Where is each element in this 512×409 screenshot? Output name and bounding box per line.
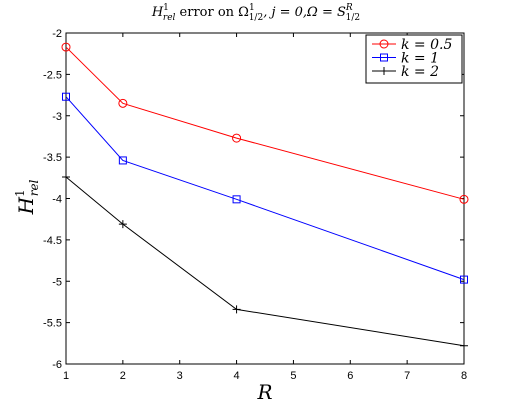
data-point (232, 133, 242, 143)
data-point (62, 172, 70, 181)
legend-label: k = 2 (401, 64, 439, 80)
legend-swatch-marker (380, 67, 388, 75)
legend-swatch-marker (380, 53, 388, 62)
series-3 (62, 172, 468, 350)
y-tick-label: -3 (52, 111, 62, 123)
legend: k = 0.5k = 1k = 2 (365, 34, 463, 84)
x-tick-label: 4 (234, 370, 240, 382)
y-tick-label: -6 (52, 359, 62, 371)
data-point (460, 341, 468, 350)
y-tick-label: -5.5 (43, 318, 62, 330)
x-tick-label: 6 (347, 370, 353, 382)
chart-title: H1 rel error on Ω1 1/2, j = 0,Ω = SR 1/2 (151, 3, 360, 23)
title-omega-sup: 1 (249, 3, 255, 13)
series-layer (61, 42, 469, 350)
data-point (118, 98, 128, 108)
data-point (460, 275, 468, 284)
y-axis: -2 -2.5 -3 -3.5 -4 -4.5 -5 -5.5 -6 (43, 28, 464, 371)
legend-swatch-marker (379, 39, 389, 49)
title-main-sup: 1 (163, 3, 169, 13)
title-tail: , j = 0,Ω = S (263, 5, 346, 20)
y-tick-label: -2 (52, 28, 62, 40)
x-tick-label: 3 (177, 370, 183, 382)
series-2 (62, 92, 468, 284)
legend-label: k = 1 (401, 51, 439, 67)
series-line (65, 46, 465, 200)
svg-text:H1rel: H1rel (13, 179, 41, 215)
y-tick-label: -2.5 (43, 69, 62, 81)
y-label-sup: 1 (13, 189, 27, 197)
x-tick-label: 2 (120, 370, 126, 382)
y-tick-label: -4 (52, 194, 62, 206)
x-axis-label: R (256, 380, 272, 404)
data-point (459, 194, 469, 204)
data-point (61, 42, 71, 52)
y-tick-label: -4.5 (43, 235, 62, 247)
data-point (118, 220, 127, 229)
y-label-sub: rel (27, 179, 41, 196)
title-main-sub: rel (163, 13, 176, 23)
title-s-sup: R (345, 3, 353, 13)
data-point (232, 195, 241, 204)
x-tick-label: 7 (404, 370, 410, 382)
y-axis-label: H1rel (13, 179, 41, 215)
title-main: H (151, 5, 164, 20)
plot-area (65, 32, 465, 365)
y-tick-label: -3.5 (43, 152, 62, 164)
series-line (65, 96, 465, 281)
data-point (118, 156, 127, 165)
x-tick-label: 5 (290, 370, 296, 382)
x-tick-label: 8 (461, 370, 467, 382)
data-point (62, 92, 70, 101)
title-mid: error on Ω (175, 5, 249, 20)
series-1 (61, 42, 469, 204)
y-label-main: H (14, 196, 38, 215)
title-omega-sub: 1/2 (249, 13, 263, 23)
legend-box (365, 34, 463, 84)
x-tick-label: 1 (63, 370, 69, 382)
data-point (232, 305, 241, 314)
title-s-sub: 1/2 (346, 13, 360, 23)
series-line (65, 176, 465, 347)
y-tick-label: -5 (52, 276, 62, 288)
x-axis: 1 2 3 4 5 6 7 8 (63, 33, 467, 382)
legend-label: k = 0.5 (401, 37, 452, 53)
